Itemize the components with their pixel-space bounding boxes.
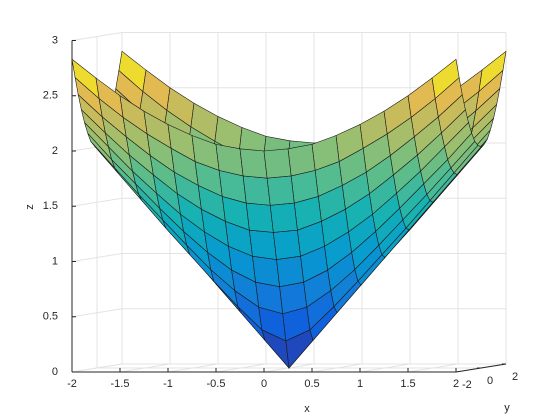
surface-patch: [276, 255, 304, 287]
x-tick-label: 2: [453, 378, 459, 390]
y-tick-label: 0: [487, 375, 493, 387]
x-tick-label: -0.5: [207, 378, 226, 390]
z-tick-label: 1: [52, 255, 58, 267]
surface-patch: [287, 144, 316, 177]
surface-patch: [252, 255, 280, 287]
surface-patch: [263, 148, 292, 179]
z-tick-label: 2.5: [43, 90, 58, 102]
z-tick-label: 2: [52, 145, 58, 157]
x-tick-label: -1: [163, 378, 173, 390]
z-tick-label: 3: [52, 34, 58, 46]
surface-patch: [269, 202, 298, 233]
surface-patch: [273, 229, 301, 260]
x-tick-label: 0.5: [304, 378, 319, 390]
y-tick-label: -2: [462, 379, 472, 391]
z-tick-label: 0: [52, 366, 58, 378]
z-axis-label: z: [24, 204, 36, 210]
x-axis-label: x: [304, 403, 310, 415]
x-tick-label: -2: [67, 378, 77, 390]
y-axis-label: y: [504, 402, 510, 414]
z-tick-label: 0.5: [43, 311, 58, 323]
surface-patch: [239, 148, 268, 179]
surface-patch: [266, 175, 295, 206]
z-tick-label: 1.5: [43, 200, 58, 212]
y-tick-label: 2: [512, 371, 518, 383]
x-tick-label: 1.5: [400, 378, 415, 390]
x-tick-label: 0: [261, 378, 267, 390]
surface-patch: [242, 175, 271, 206]
surface-patch: [249, 229, 277, 260]
surface-patch: [245, 202, 274, 233]
grid-line: [71, 32, 506, 41]
x-tick-label: 1: [357, 378, 363, 390]
x-tick-label: -1.5: [111, 378, 130, 390]
